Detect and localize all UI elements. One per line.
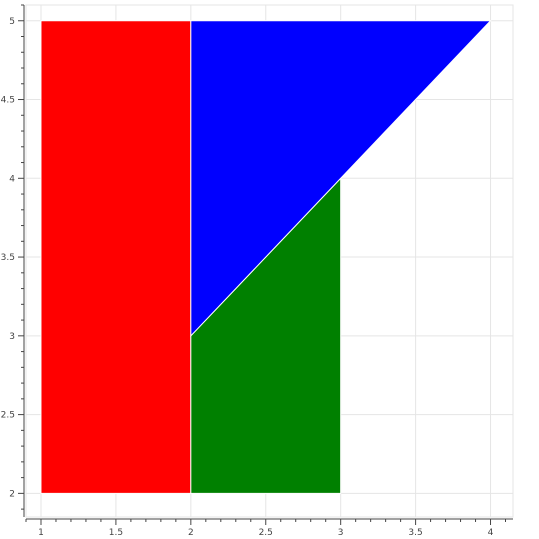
x-tick-label: 1 <box>38 528 44 538</box>
y-tick-label: 4.5 <box>1 96 15 106</box>
y-tick-label: 3 <box>9 332 15 342</box>
y-tick-label: 5 <box>9 17 15 27</box>
x-tick-label: 2.5 <box>259 528 273 538</box>
series-0-patch <box>40 20 192 494</box>
x-tick-label: 3.5 <box>408 528 422 538</box>
x-tick-label: 1.5 <box>109 528 123 538</box>
y-tick-label: 2 <box>9 489 15 499</box>
x-tick-label: 2 <box>188 528 194 538</box>
x-tick-label: 4 <box>488 528 494 538</box>
y-tick-label: 2.5 <box>1 411 15 421</box>
axis-ticks: 1 1.5 2 2.5 3 3.5 4 2 2.5 3 3.5 4 4.5 5 <box>1 4 507 538</box>
series-layer <box>40 20 492 494</box>
x-tick-label: 3 <box>338 528 344 538</box>
series-2-patch <box>190 20 492 338</box>
y-tick-label: 4 <box>9 174 15 184</box>
y-tick-label: 3.5 <box>1 253 15 263</box>
